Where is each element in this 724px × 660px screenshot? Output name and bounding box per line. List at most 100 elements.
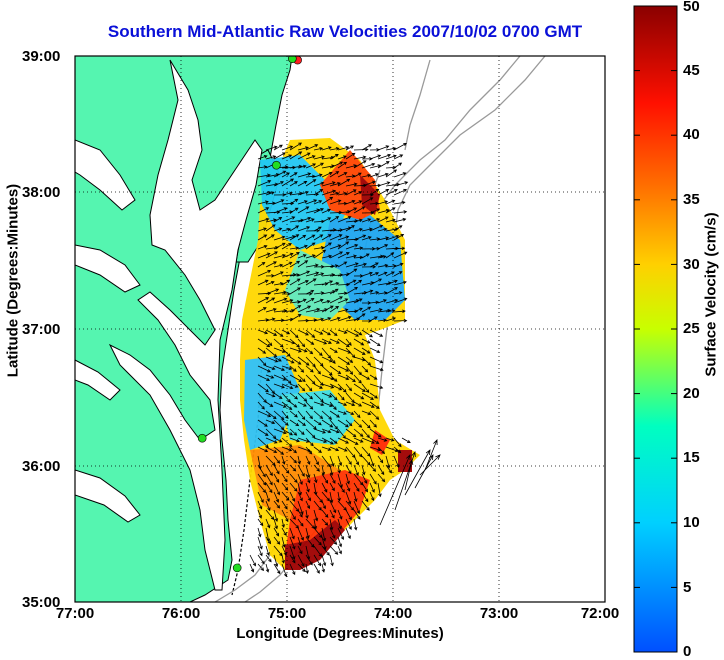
velocity-arrow bbox=[329, 161, 344, 169]
velocity-arrow bbox=[361, 410, 372, 416]
velocity-arrow bbox=[305, 218, 315, 223]
velocity-arrow bbox=[353, 428, 364, 437]
velocity-arrow bbox=[297, 226, 311, 232]
velocity-arrow bbox=[257, 207, 270, 214]
velocity-arrow bbox=[265, 419, 276, 425]
velocity-arrow bbox=[329, 545, 339, 555]
velocity-arrow bbox=[321, 171, 333, 178]
velocity-arrow bbox=[345, 189, 357, 196]
velocity-arrow bbox=[257, 554, 265, 565]
velocity-arrow bbox=[337, 261, 348, 268]
velocity-arrow bbox=[265, 545, 270, 556]
velocity-arrow bbox=[297, 244, 308, 250]
velocity-arrow bbox=[257, 269, 272, 277]
velocity-arrow bbox=[273, 554, 279, 568]
velocity-arrow bbox=[345, 268, 358, 277]
velocity-arrow bbox=[345, 207, 358, 214]
velocity-arrow bbox=[377, 263, 389, 268]
velocity-arrow bbox=[353, 374, 362, 384]
velocity-arrow bbox=[321, 464, 326, 476]
velocity-arrow bbox=[273, 437, 283, 443]
velocity-arrow bbox=[289, 181, 298, 187]
velocity-arrow bbox=[265, 251, 278, 259]
velocity-arrow bbox=[361, 144, 372, 151]
velocity-arrow bbox=[393, 309, 406, 314]
velocity-arrow bbox=[289, 234, 300, 241]
velocity-arrow bbox=[393, 200, 406, 205]
velocity-arrow bbox=[329, 527, 336, 539]
velocity-arrow bbox=[289, 455, 297, 464]
velocity-arrow bbox=[377, 464, 385, 476]
velocity-arrow bbox=[273, 563, 281, 575]
velocity-arrow bbox=[265, 329, 278, 336]
velocity-arrow bbox=[345, 464, 352, 475]
velocity-arrow bbox=[305, 446, 313, 455]
velocity-arrow bbox=[297, 428, 305, 435]
velocity-arrow bbox=[369, 329, 384, 337]
velocity-arrow bbox=[329, 251, 344, 259]
velocity-arrow bbox=[313, 249, 327, 259]
velocity-arrow bbox=[321, 536, 327, 550]
velocity-arrow bbox=[369, 410, 380, 420]
velocity-arrow bbox=[297, 172, 312, 178]
velocity-arrow bbox=[289, 527, 295, 540]
velocity-arrow bbox=[385, 218, 396, 223]
velocity-arrow bbox=[281, 383, 294, 390]
velocity-arrow bbox=[345, 286, 359, 295]
velocity-arrow bbox=[297, 482, 302, 496]
velocity-arrow bbox=[313, 272, 325, 277]
velocity-arrow bbox=[281, 509, 289, 523]
velocity-arrow bbox=[321, 234, 332, 241]
velocity-arrow bbox=[257, 252, 271, 259]
velocity-arrow bbox=[345, 482, 351, 492]
velocity-arrow bbox=[313, 155, 325, 160]
velocity-arrow bbox=[305, 179, 317, 187]
velocity-arrow bbox=[313, 410, 324, 420]
velocity-arrow bbox=[297, 392, 308, 402]
velocity-arrow bbox=[329, 536, 338, 545]
velocity-arrow bbox=[337, 536, 343, 548]
velocity-arrow bbox=[385, 207, 396, 214]
velocity-arrow bbox=[377, 255, 387, 259]
velocity-arrow bbox=[257, 217, 270, 223]
velocity-arrow bbox=[419, 454, 441, 476]
plot-frame bbox=[74, 55, 606, 603]
velocity-arrow bbox=[289, 338, 301, 348]
velocity-arrow bbox=[305, 374, 316, 385]
velocity-arrow bbox=[345, 473, 350, 485]
velocity-arrow bbox=[369, 154, 382, 160]
station-marker bbox=[272, 160, 281, 170]
velocity-arrow bbox=[393, 162, 403, 169]
chart-title: Southern Mid-Atlantic Raw Velocities 200… bbox=[107, 22, 583, 41]
velocity-arrow bbox=[361, 500, 370, 511]
velocity-arrow bbox=[289, 428, 298, 436]
velocity-arrow bbox=[257, 234, 268, 241]
velocity-arrow bbox=[321, 392, 333, 398]
velocity-arrow bbox=[353, 455, 359, 466]
velocity-arrow bbox=[337, 365, 350, 372]
station-marker bbox=[288, 56, 297, 64]
velocity-arrow bbox=[393, 318, 408, 323]
velocity-arrow bbox=[321, 500, 326, 510]
velocity-arrow bbox=[321, 208, 331, 214]
velocity-arrow bbox=[385, 287, 398, 295]
velocity-arrow bbox=[361, 347, 371, 354]
velocity-arrow bbox=[313, 509, 319, 522]
velocity-arrow bbox=[289, 207, 299, 214]
velocity-arrow bbox=[329, 305, 340, 313]
velocity-arrow bbox=[337, 235, 350, 241]
velocity-arrow bbox=[329, 554, 334, 567]
velocity-arrow bbox=[281, 216, 296, 223]
velocity-arrow bbox=[313, 338, 328, 345]
velocity-arrow bbox=[313, 464, 320, 472]
velocity-arrow bbox=[313, 365, 321, 375]
velocity-arrow bbox=[265, 338, 273, 347]
velocity-arrow bbox=[313, 437, 328, 443]
velocity-arrow bbox=[289, 374, 303, 382]
velocity-arrow bbox=[281, 356, 295, 364]
velocity-arrow bbox=[361, 329, 373, 338]
velocity-arrow bbox=[305, 554, 313, 566]
velocity-arrow bbox=[305, 338, 315, 345]
velocity-arrow bbox=[361, 180, 376, 187]
velocity-arrow bbox=[393, 280, 407, 286]
